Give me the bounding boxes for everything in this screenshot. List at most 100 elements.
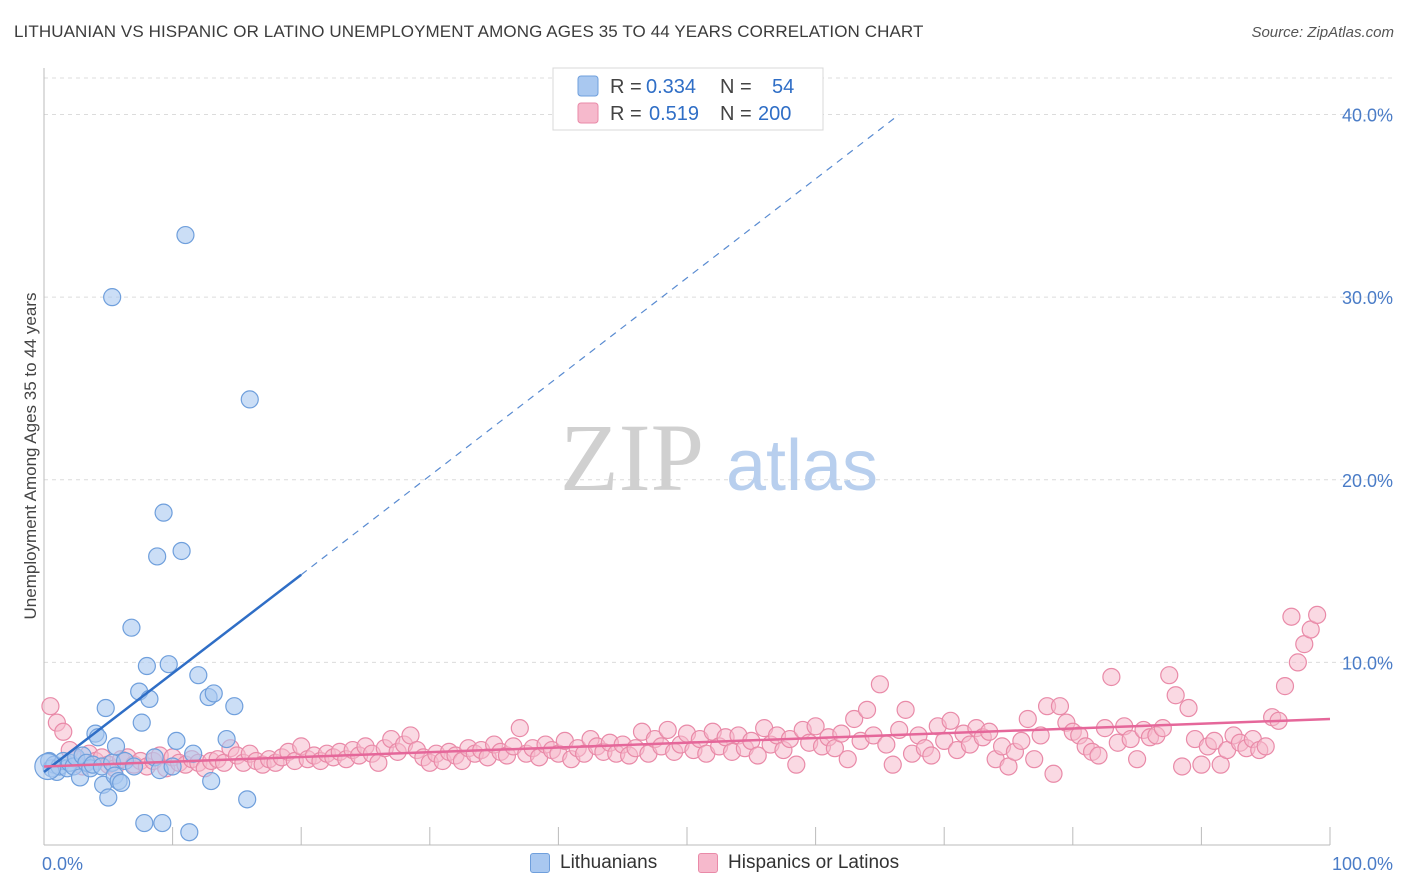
lithuanian-point-37 <box>153 813 172 833</box>
hispanic-point-2 <box>54 722 73 741</box>
hispanic-point-133 <box>896 700 915 719</box>
hispanic-point-152 <box>1018 709 1037 729</box>
lithuanians-label: Lithuanians <box>560 852 658 873</box>
lithuanian-point-27 <box>122 618 141 637</box>
hispanic-point-181 <box>1205 731 1224 751</box>
legend-r-value-2: 0.519 <box>649 103 699 125</box>
hispanic-point-193 <box>1282 607 1301 626</box>
hispanic-point-173 <box>1153 719 1172 738</box>
legend-n-value-2: 200 <box>758 103 791 125</box>
lithuanian-trend-extension <box>300 114 900 576</box>
hispanic-point-157 <box>1050 697 1070 716</box>
lithuanian-point-41 <box>167 731 186 751</box>
legend-n-label-2: N = <box>720 103 752 125</box>
lithuanian-point-23 <box>106 737 126 756</box>
lithuanian-point-50 <box>103 288 122 307</box>
hispanic-point-125 <box>845 709 864 729</box>
hispanic-point-194 <box>1288 653 1307 672</box>
legend-n-value-1: 54 <box>772 76 794 98</box>
hispanic-point-168 <box>1121 729 1140 749</box>
hispanic-point-73 <box>510 719 529 738</box>
hispanics-swatch <box>698 853 718 873</box>
legend-item-hispanics: Hispanics or Latinos <box>698 852 899 874</box>
hispanic-point-116 <box>787 755 806 774</box>
hispanic-point-179 <box>1192 755 1211 774</box>
legend-r-value-1: 0.334 <box>646 76 696 98</box>
hispanic-point-163 <box>1089 746 1108 765</box>
lithuanian-point-46 <box>189 666 208 685</box>
lithuanian-point-25 <box>112 773 131 793</box>
lithuanian-point-44 <box>180 823 199 842</box>
hispanic-point-189 <box>1256 737 1275 756</box>
watermark-atlas: atlas <box>726 426 878 506</box>
lithuanian-point-19 <box>96 698 115 718</box>
hispanic-point-176 <box>1173 757 1192 776</box>
lithuanian-point-54 <box>238 790 257 809</box>
y-tick-label-1: 20.0% <box>1342 471 1393 491</box>
hispanic-point-96 <box>658 720 677 740</box>
hispanic-point-151 <box>1012 731 1031 751</box>
axes <box>43 68 1331 846</box>
hispanic-point-174 <box>1160 666 1179 685</box>
hispanic-point-130 <box>877 735 896 754</box>
chart-title: LITHUANIAN VS HISPANIC OR LATINO UNEMPLO… <box>14 22 924 41</box>
hispanic-point-175 <box>1166 686 1185 705</box>
hispanic-point-129 <box>870 675 890 694</box>
hispanic-points <box>41 605 1327 783</box>
lithuanian-point-52 <box>225 697 244 716</box>
gridlines <box>44 77 1392 663</box>
hispanic-point-119 <box>806 717 825 736</box>
x-tick-label-0: 0.0% <box>42 854 83 874</box>
lithuanian-point-35 <box>148 547 167 566</box>
hispanic-trend-line <box>43 717 1331 768</box>
lithuanians-swatch <box>530 853 550 873</box>
correlation-legend: R = 0.334 N = 54 R = 0.519 N = 200 <box>552 67 824 131</box>
x-tick-label-1: 100.0% <box>1332 854 1393 874</box>
hispanic-point-177 <box>1179 698 1198 718</box>
hispanic-point-156 <box>1044 764 1063 783</box>
lithuanian-point-33 <box>140 689 159 709</box>
y-tick-label-0: 10.0% <box>1342 653 1393 673</box>
trend-lines <box>43 114 1331 773</box>
lithuanian-point-42 <box>172 541 191 561</box>
hispanic-point-192 <box>1275 677 1295 696</box>
hispanic-point-110 <box>748 746 767 765</box>
y-axis-label: Unemployment Among Ages 35 to 44 years <box>21 293 40 620</box>
lithuanian-point-48 <box>204 684 223 703</box>
hispanic-point-153 <box>1025 750 1044 769</box>
hispanic-point-140 <box>941 711 960 730</box>
legend-item-lithuanians: Lithuanians <box>530 852 657 874</box>
hispanic-point-197 <box>1308 605 1327 625</box>
lithuanian-point-28 <box>124 757 144 776</box>
hispanic-point-137 <box>922 746 941 765</box>
watermark: ZIP atlas <box>560 404 878 511</box>
legend-swatch-pink <box>577 102 599 124</box>
source-label: Source: ZipAtlas.com <box>1251 24 1394 41</box>
hispanic-point-154 <box>1031 726 1050 745</box>
lithuanian-point-20 <box>99 788 118 807</box>
hispanic-point-123 <box>832 724 851 743</box>
watermark-zip: ZIP <box>560 404 704 511</box>
y-tick-label-2: 30.0% <box>1342 288 1393 308</box>
hispanic-point-131 <box>883 755 902 774</box>
hispanics-label: Hispanics or Latinos <box>728 852 900 873</box>
x-tick-labels: 0.0% 100.0% <box>42 854 1393 874</box>
hispanic-point-127 <box>857 700 877 719</box>
lithuanian-point-30 <box>132 713 151 732</box>
y-tick-label-3: 40.0% <box>1342 106 1393 126</box>
lithuanian-trend-line <box>43 573 302 773</box>
legend-r-label-2: R = <box>610 103 642 125</box>
lithuanian-point-32 <box>137 656 156 676</box>
legend-r-label-1: R = <box>610 76 642 98</box>
lithuanian-point-43 <box>176 225 195 245</box>
hispanic-point-169 <box>1127 750 1147 769</box>
y-tick-labels: 10.0% 20.0% 30.0% 40.0% <box>1342 106 1393 674</box>
legend-n-label-1: N = <box>720 76 752 98</box>
lithuanian-point-51 <box>217 729 236 749</box>
hispanic-point-165 <box>1102 667 1121 687</box>
lithuanian-point-39 <box>159 655 178 674</box>
lithuanian-point-31 <box>135 813 154 833</box>
lithuanian-point-53 <box>240 390 259 409</box>
legend-swatch-blue <box>577 75 599 97</box>
